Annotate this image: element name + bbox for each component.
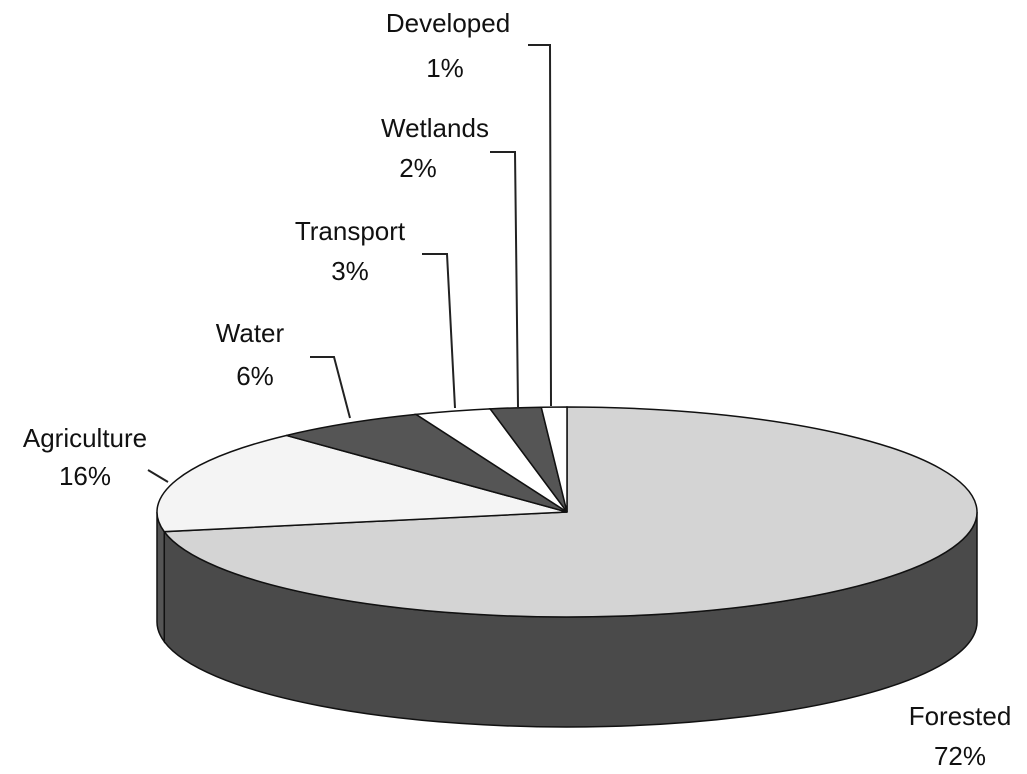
value-label: 1% [426, 53, 464, 83]
value-label: 16% [59, 461, 111, 491]
slice-label: Wetlands [381, 113, 489, 143]
value-label: 3% [331, 256, 369, 286]
pie [156, 406, 978, 728]
leader-line [422, 253, 456, 409]
slice-label: Water [216, 318, 285, 348]
slice-label: Transport [295, 216, 406, 246]
value-label: 6% [236, 361, 274, 391]
leader-line [310, 356, 351, 419]
leader-line [528, 44, 552, 407]
pie-slice [156, 434, 568, 533]
value-label: 2% [399, 153, 437, 183]
slice-label: Developed [386, 8, 510, 38]
pie-slice [286, 413, 568, 513]
pie-slice [162, 406, 978, 618]
pie-slice [540, 406, 568, 513]
leader-line [490, 151, 519, 408]
slice-label: Agriculture [23, 423, 147, 453]
leader-lines [147, 44, 552, 483]
value-label: 72% [934, 741, 986, 771]
slice-label: Forested [909, 701, 1012, 731]
leader-line [147, 469, 169, 483]
